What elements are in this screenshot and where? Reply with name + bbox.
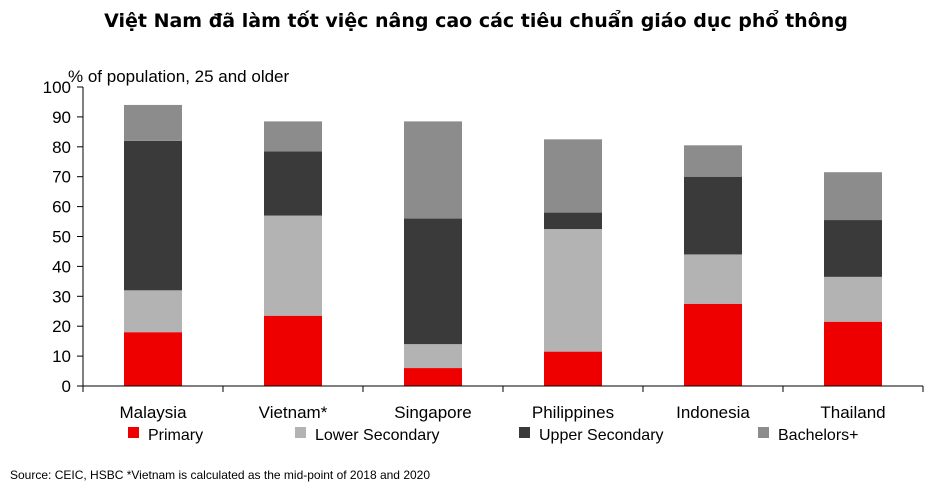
x-category-label: Philippines [532, 403, 614, 422]
y-tick-label: 20 [52, 317, 71, 336]
legend-label: Bachelors+ [778, 427, 859, 444]
y-tick-label: 0 [62, 377, 71, 396]
x-category-label: Malaysia [119, 403, 187, 422]
bar-singapore-bachelors- [404, 121, 462, 219]
bar-singapore-lower-secondary [404, 344, 462, 369]
bar-philippines-upper-secondary [544, 212, 602, 230]
bar-vietnam-lower-secondary [264, 215, 322, 316]
bar-thailand-bachelors- [824, 172, 882, 221]
y-tick-label: 10 [52, 347, 71, 366]
y-tick-label: 70 [52, 168, 71, 187]
bar-malaysia-upper-secondary [124, 140, 182, 291]
bar-malaysia-primary [124, 332, 182, 386]
bar-thailand-primary [824, 321, 882, 386]
legend-swatch [295, 427, 306, 438]
legend-swatch [128, 427, 139, 438]
bar-philippines-primary [544, 351, 602, 386]
x-category-label: Thailand [820, 403, 885, 422]
bar-vietnam-primary [264, 315, 322, 386]
bar-vietnam-upper-secondary [264, 151, 322, 216]
bar-indonesia-bachelors- [684, 145, 742, 177]
y-tick-label: 100 [43, 78, 71, 97]
bar-vietnam-bachelors- [264, 121, 322, 152]
source-note: Source: CEIC, HSBC *Vietnam is calculate… [10, 468, 430, 482]
y-tick-label: 60 [52, 198, 71, 217]
y-tick-label: 50 [52, 228, 71, 247]
bar-malaysia-bachelors- [124, 104, 182, 141]
bar-malaysia-lower-secondary [124, 290, 182, 333]
legend: Primary Lower Secondary Upper Secondary Bac… [128, 427, 859, 444]
bar-philippines-lower-secondary [544, 229, 602, 352]
bar-indonesia-lower-secondary [684, 254, 742, 304]
legend-label: Primary [148, 427, 203, 444]
legend-swatch [758, 427, 769, 438]
chart-title: Việt Nam đã làm tốt việc nâng cao các ti… [104, 10, 848, 32]
bars-group [124, 104, 882, 386]
legend-label: Lower Secondary [315, 427, 440, 444]
legend-label: Upper Secondary [539, 427, 664, 444]
y-axis-label: % of population, 25 and older [68, 67, 290, 86]
bar-indonesia-primary [684, 303, 742, 386]
bar-singapore-upper-secondary [404, 218, 462, 345]
bar-thailand-lower-secondary [824, 276, 882, 322]
bar-philippines-bachelors- [544, 139, 602, 213]
y-tick-label: 40 [52, 257, 71, 276]
x-axis: Malaysia Vietnam* Singapore Philippines Indo… [82, 385, 924, 422]
bar-thailand-upper-secondary [824, 220, 882, 277]
x-category-label: Singapore [394, 403, 472, 422]
y-tick-label: 30 [52, 287, 71, 306]
x-category-label: Vietnam* [259, 403, 328, 422]
bar-indonesia-upper-secondary [684, 176, 742, 255]
y-tick-label: 90 [52, 108, 71, 127]
legend-swatch [519, 427, 530, 438]
y-axis: 0 10 20 30 40 50 60 70 80 90 100 [43, 78, 84, 396]
bar-singapore-primary [404, 368, 462, 386]
x-category-label: Indonesia [676, 403, 750, 422]
y-tick-label: 80 [52, 138, 71, 157]
